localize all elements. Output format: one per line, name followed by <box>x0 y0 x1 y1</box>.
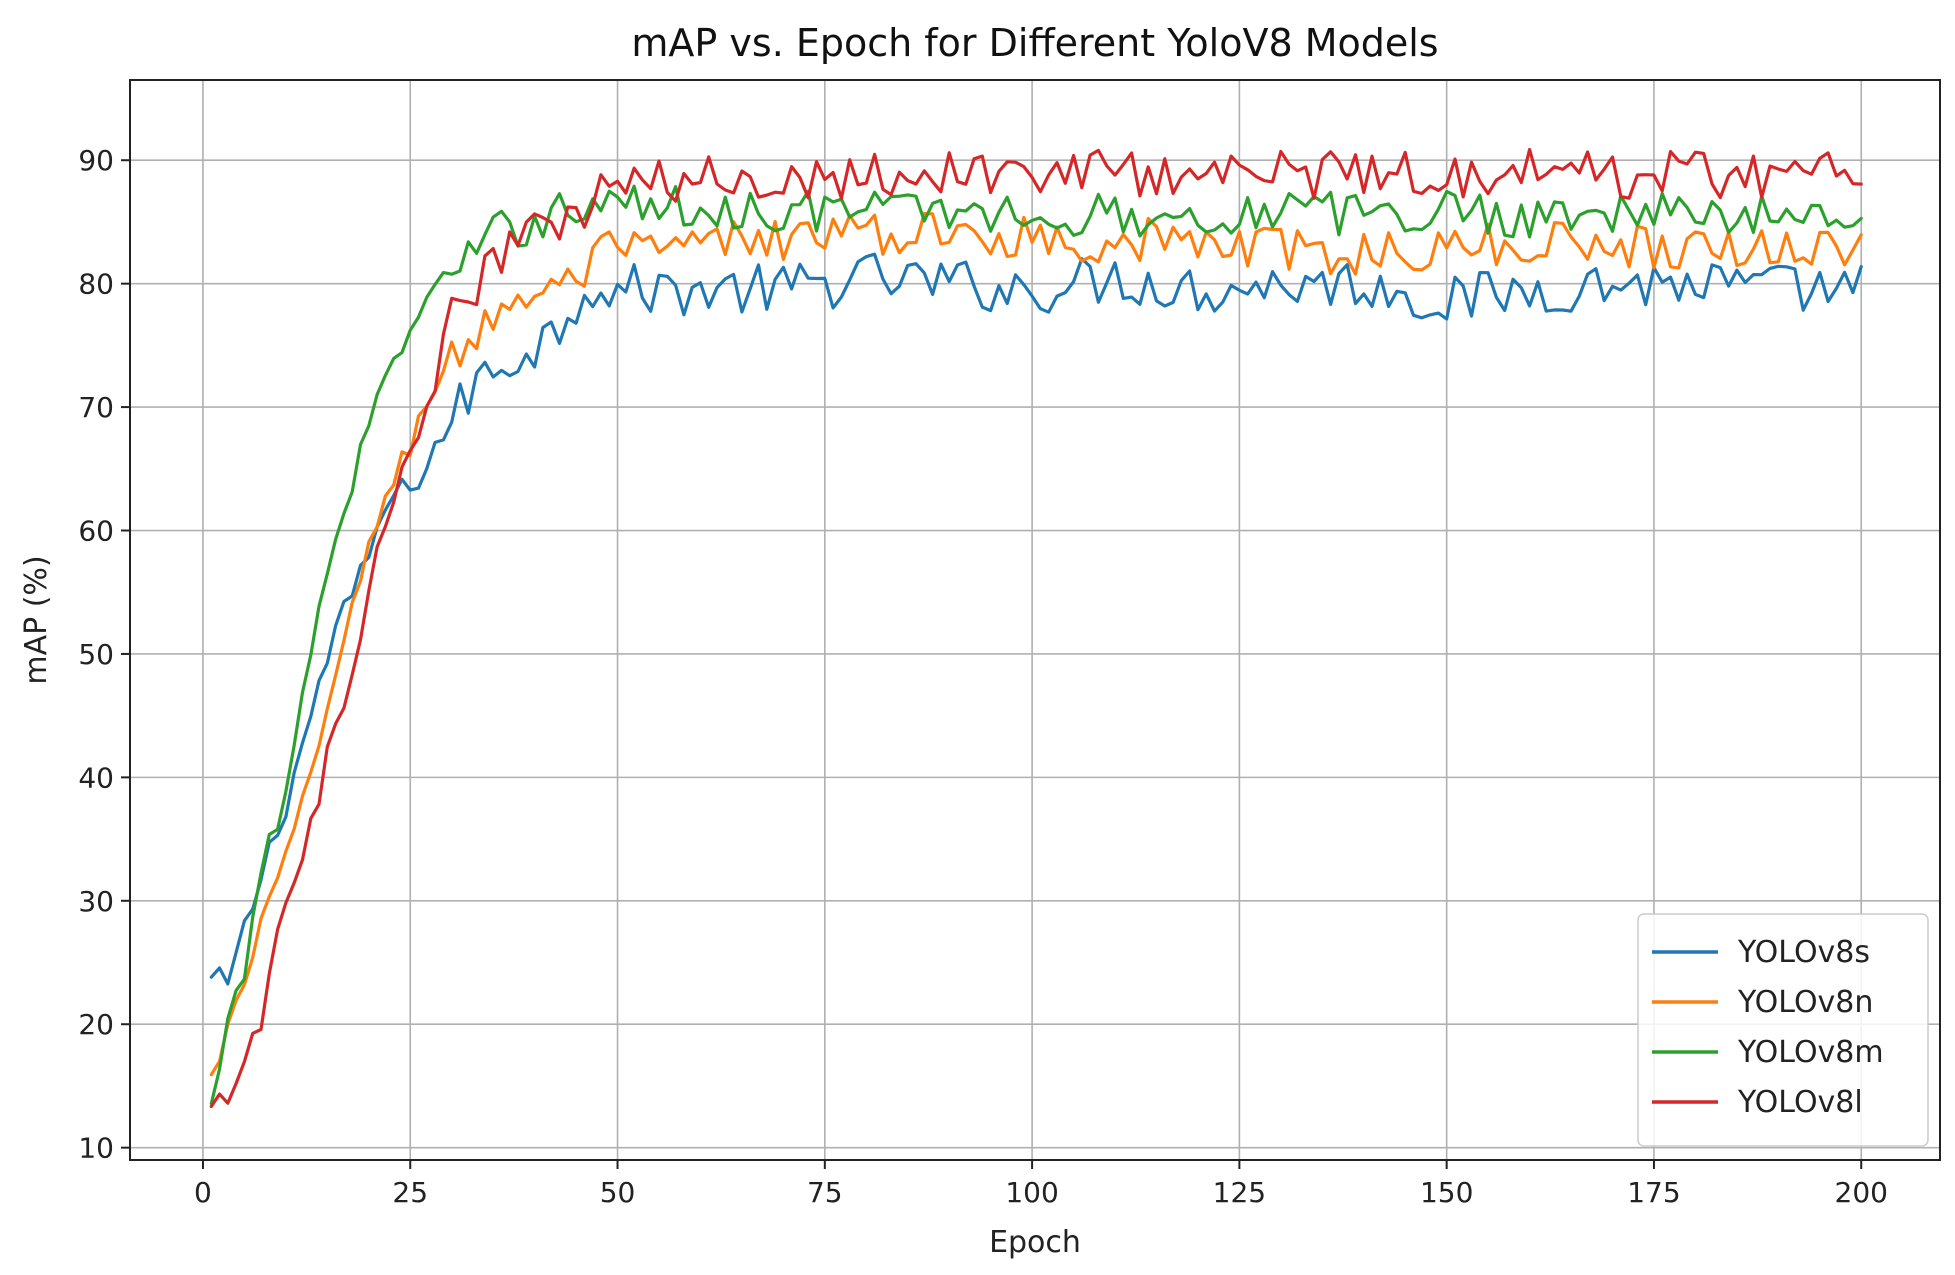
legend-label: YOLOv8s <box>1737 935 1870 970</box>
x-tick-label: 0 <box>194 1176 212 1209</box>
series-line-yolov8n <box>209 212 1863 1077</box>
x-tick-label: 200 <box>1835 1176 1888 1209</box>
y-tick-label: 40 <box>78 761 114 794</box>
x-tick-label: 125 <box>1213 1176 1266 1209</box>
x-tick-label: 50 <box>600 1176 636 1209</box>
y-tick-label: 50 <box>78 638 114 671</box>
legend-label: YOLOv8l <box>1737 1085 1863 1120</box>
y-tick-label: 80 <box>78 268 114 301</box>
legend-label: YOLOv8n <box>1737 985 1873 1020</box>
x-axis-title: Epoch <box>989 1225 1081 1260</box>
series-line-yolov8l <box>209 147 1863 1109</box>
plot-frame <box>129 79 1941 1161</box>
series-line-yolov8s <box>209 252 1863 986</box>
series-layer <box>209 147 1863 1109</box>
legend: YOLOv8s YOLOv8n YOLOv8m YOLOv8l <box>1637 913 1929 1147</box>
x-tick-label: 175 <box>1627 1176 1680 1209</box>
legend-box <box>1637 913 1929 1147</box>
x-tick-label: 75 <box>807 1176 843 1209</box>
y-tick-label: 20 <box>78 1008 114 1041</box>
x-tick-label: 100 <box>1005 1176 1058 1209</box>
y-tick-label: 90 <box>78 144 114 177</box>
x-tick-label: 150 <box>1420 1176 1473 1209</box>
x-tick-label: 25 <box>392 1176 428 1209</box>
y-tick-label: 60 <box>78 515 114 548</box>
series-line-yolov8m <box>209 184 1863 1106</box>
legend-label: YOLOv8m <box>1737 1035 1884 1070</box>
y-axis-title: mAP (%) <box>19 555 54 684</box>
y-tick-label: 10 <box>78 1132 114 1165</box>
ticks: 0 25 50 75 100 125 150 175 200 10 20 30 40 50 60 70 80 90 <box>78 144 1888 1209</box>
y-tick-label: 30 <box>78 885 114 918</box>
chart-title: mAP vs. Epoch for Different YoloV8 Model… <box>631 21 1438 65</box>
y-tick-label: 70 <box>78 391 114 424</box>
